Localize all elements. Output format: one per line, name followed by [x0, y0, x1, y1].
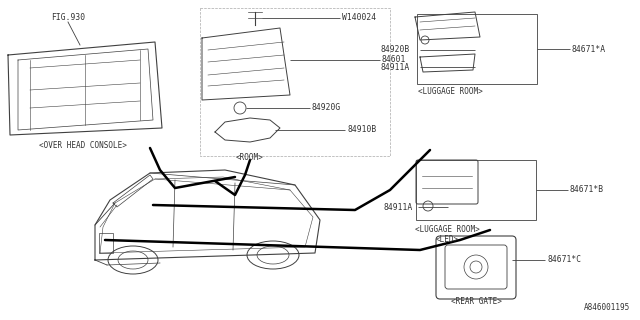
- Text: 84920B: 84920B: [381, 45, 410, 54]
- Text: 84601: 84601: [382, 55, 406, 65]
- Text: 84671*B: 84671*B: [570, 186, 604, 195]
- Text: <LUGGAGE ROOM>: <LUGGAGE ROOM>: [418, 87, 483, 97]
- Bar: [99, 233, 113, 253]
- Text: 84911A: 84911A: [384, 203, 413, 212]
- Bar: [417, 14, 537, 84]
- Text: 84911A: 84911A: [381, 62, 410, 71]
- Ellipse shape: [108, 246, 158, 274]
- Text: FIG.930: FIG.930: [51, 13, 85, 22]
- Text: <ROOM>: <ROOM>: [236, 154, 264, 163]
- Text: <LED>: <LED>: [435, 236, 459, 244]
- Text: <OVER HEAD CONSOLE>: <OVER HEAD CONSOLE>: [39, 140, 127, 149]
- Ellipse shape: [247, 241, 299, 269]
- Text: 84671*C: 84671*C: [547, 255, 581, 265]
- Text: A846001195: A846001195: [584, 303, 630, 312]
- Text: <LUGGAGE ROOM>: <LUGGAGE ROOM>: [415, 226, 479, 235]
- Text: 84910B: 84910B: [347, 125, 376, 134]
- Text: <REAR GATE>: <REAR GATE>: [451, 298, 501, 307]
- Bar: [416, 160, 536, 220]
- Text: 84671*A: 84671*A: [572, 44, 606, 53]
- Text: 84920G: 84920G: [312, 103, 341, 113]
- Bar: [200, 8, 390, 156]
- Text: W140024: W140024: [342, 13, 376, 22]
